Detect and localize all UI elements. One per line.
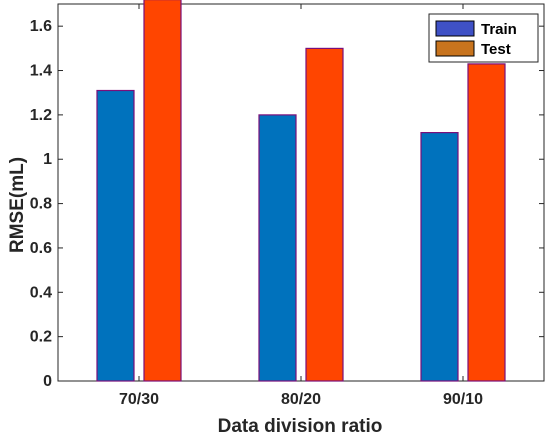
bar-test-80-20 (305, 47, 344, 382)
y-tick-label: 1.4 (30, 63, 52, 80)
legend-label-train: Train (481, 21, 517, 38)
y-axis: 0 0.2 0.4 0.6 0.8 1 1.2 1.4 1.6 (30, 18, 544, 390)
bar-train-70-30 (96, 89, 135, 382)
x-tick-label: 90/10 (443, 391, 483, 408)
y-axis-label: RMSE(mL) (7, 157, 28, 253)
x-tick-label: 70/30 (119, 391, 159, 408)
y-tick-label: 1 (43, 151, 52, 168)
x-axis-label: Data division ratio (218, 416, 383, 437)
bar-test-70-30 (143, 0, 182, 382)
bar-test-90-10 (467, 63, 506, 382)
y-tick-label: 0.8 (30, 196, 52, 213)
legend-label-test: Test (481, 41, 511, 58)
bar-group (96, 0, 506, 382)
legend-swatch-train (435, 20, 475, 37)
y-tick-label: 1.2 (30, 107, 52, 124)
plot-frame (57, 3, 545, 382)
legend: Train Test (428, 13, 539, 63)
y-tick-label: 0 (43, 373, 52, 390)
x-axis: 70/30 80/20 90/10 (119, 4, 483, 408)
y-tick-label: 0.6 (30, 240, 52, 257)
bar-train-80-20 (258, 114, 297, 382)
y-tick-label: 0.2 (30, 329, 52, 346)
bar-train-90-10 (420, 132, 459, 382)
plot-area (57, 3, 545, 382)
y-tick-label: 0.4 (30, 284, 52, 301)
legend-swatch-test (435, 40, 475, 57)
y-tick-label: 1.6 (30, 18, 52, 35)
x-tick-label: 80/20 (281, 391, 321, 408)
